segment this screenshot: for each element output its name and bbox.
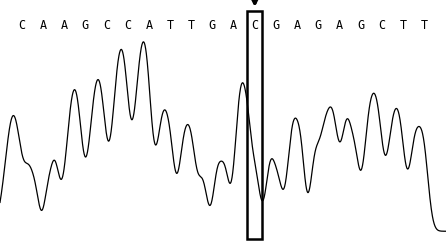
- Text: C: C: [124, 19, 131, 32]
- Text: A: A: [293, 19, 301, 32]
- Text: G: G: [273, 19, 280, 32]
- Text: C: C: [103, 19, 110, 32]
- Text: T: T: [188, 19, 195, 32]
- Text: A: A: [61, 19, 68, 32]
- Text: A: A: [39, 19, 46, 32]
- Text: C: C: [378, 19, 385, 32]
- Text: A: A: [145, 19, 153, 32]
- Text: G: G: [357, 19, 364, 32]
- Text: G: G: [315, 19, 322, 32]
- Text: T: T: [400, 19, 407, 32]
- Text: A: A: [230, 19, 237, 32]
- Text: C: C: [18, 19, 25, 32]
- Text: T: T: [166, 19, 173, 32]
- Text: G: G: [82, 19, 89, 32]
- Text: C: C: [251, 19, 258, 32]
- Bar: [247, 11, 262, 239]
- Text: T: T: [421, 19, 428, 32]
- Text: A: A: [336, 19, 343, 32]
- Text: G: G: [209, 19, 216, 32]
